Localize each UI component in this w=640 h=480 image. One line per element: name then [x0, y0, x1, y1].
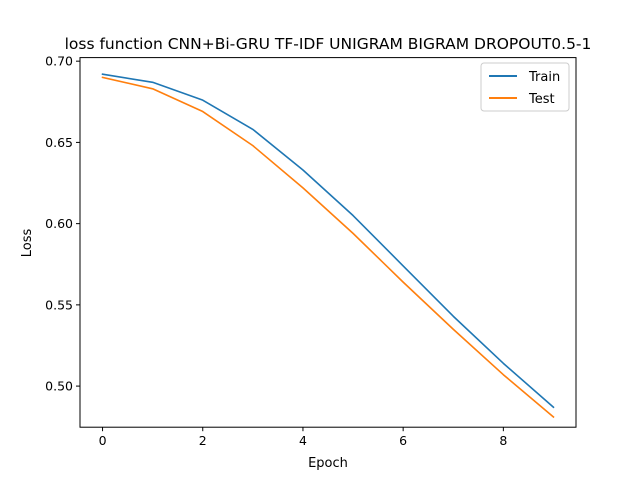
y-tick-label: 0.55 [45, 297, 73, 312]
chart-title: loss function CNN+Bi-GRU TF-IDF UNIGRAM … [65, 35, 592, 53]
x-tick-label: 6 [399, 433, 407, 448]
series-line-test [101, 76, 555, 419]
series-line-train [101, 73, 555, 409]
legend-label-test: Test [528, 92, 555, 107]
x-tick-label: 0 [99, 433, 107, 448]
y-tick-label: 0.50 [45, 379, 73, 394]
x-axis-label: Epoch [308, 456, 348, 471]
y-tick-label: 0.65 [45, 135, 73, 150]
y-axis-label: Loss [20, 229, 35, 258]
x-tick-label: 8 [499, 433, 507, 448]
y-axis-ticks: 0.50 0.55 0.60 0.65 0.70 [45, 54, 80, 394]
x-tick-label: 2 [199, 433, 207, 448]
y-tick-label: 0.60 [45, 216, 73, 231]
x-tick-label: 4 [299, 433, 307, 448]
plot-frame [79, 57, 577, 428]
y-tick-label: 0.70 [45, 54, 73, 69]
x-axis-ticks: 0 2 4 6 8 [99, 427, 507, 448]
legend-label-train: Train [528, 70, 560, 85]
plot-marks [101, 73, 555, 419]
legend: Train Test [480, 62, 570, 112]
